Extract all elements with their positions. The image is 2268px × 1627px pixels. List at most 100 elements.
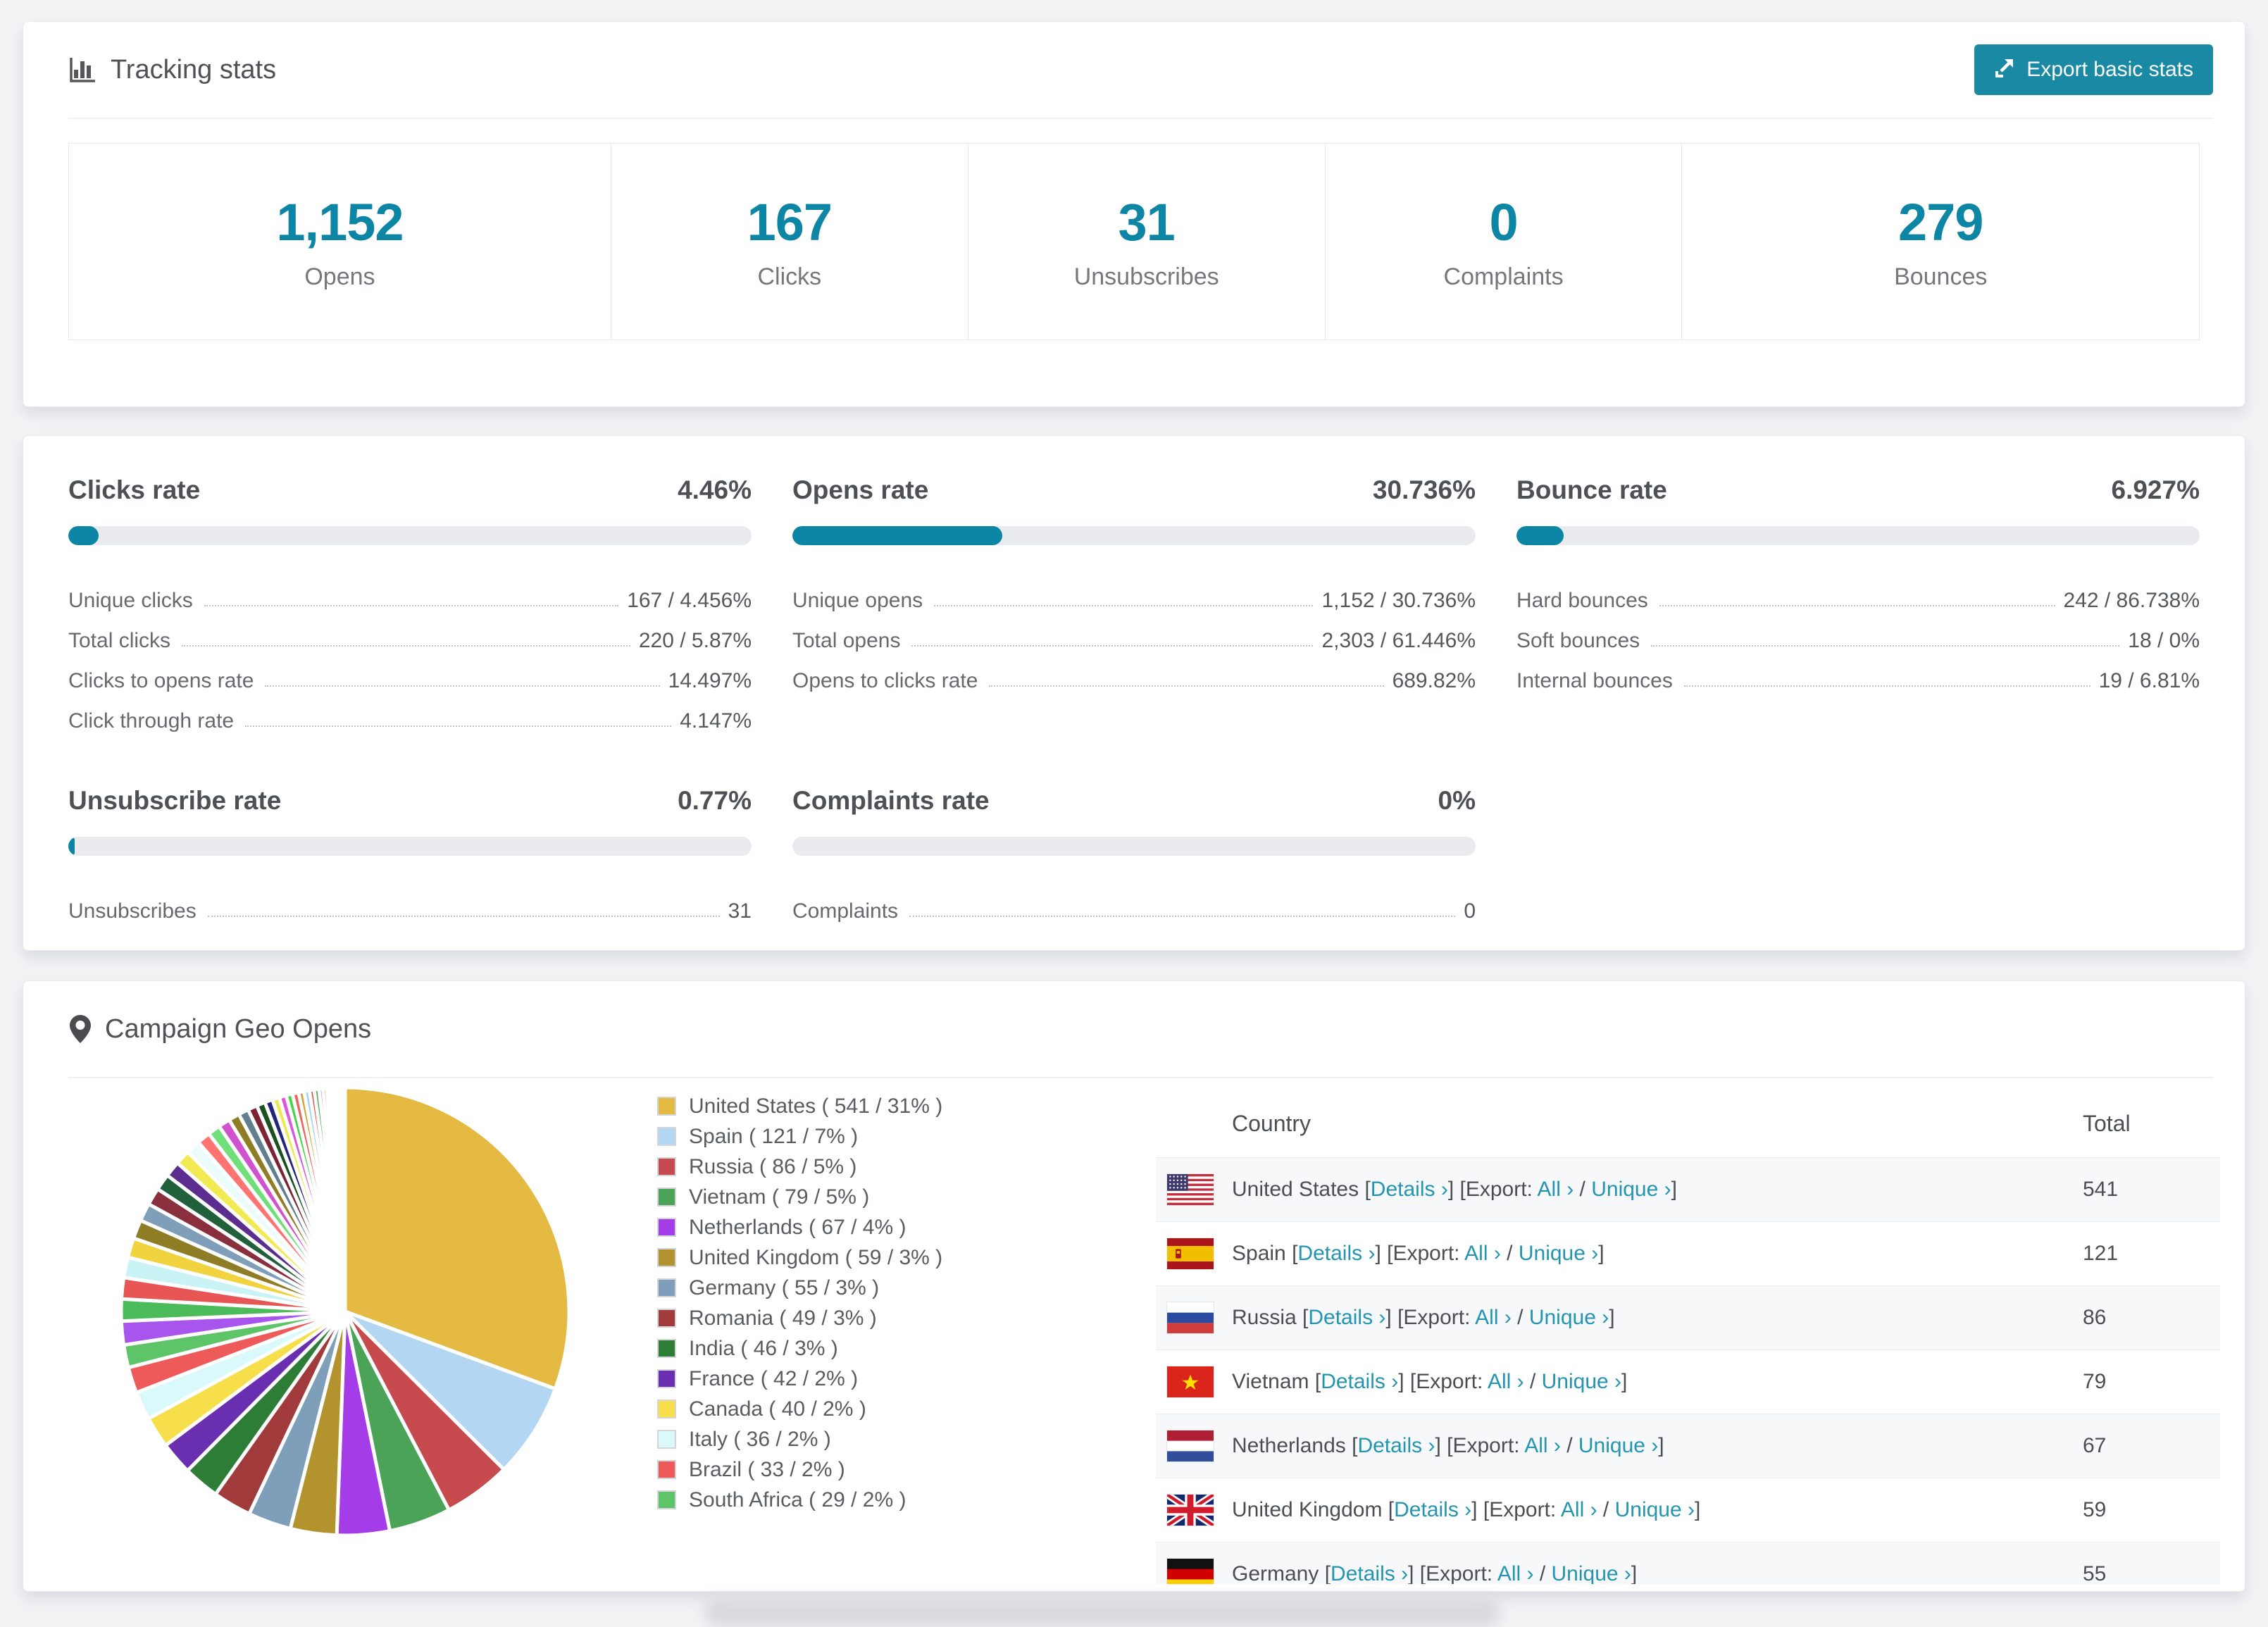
rate-row: Clicks to opens rate 14.497% — [68, 652, 752, 692]
country-name: Spain — [1232, 1242, 1286, 1265]
geo-table-header: Country Total — [1156, 1090, 2220, 1157]
rate-head: Unsubscribe rate 0.77% — [68, 786, 752, 816]
legend-item[interactable]: United States ( 541 / 31% ) — [657, 1091, 942, 1121]
rate-row: Hard bounces 242 / 86.738% — [1516, 572, 2200, 612]
export-all-link[interactable]: All › — [1475, 1306, 1512, 1329]
details-link[interactable]: Details › — [1321, 1370, 1399, 1393]
export-all-link[interactable]: All › — [1497, 1562, 1534, 1584]
legend-item[interactable]: United Kingdom ( 59 / 3% ) — [657, 1242, 942, 1273]
rate-row: Opens to clicks rate 689.82% — [792, 652, 1476, 692]
details-link[interactable]: Details › — [1370, 1178, 1448, 1201]
export-all-link[interactable]: All › — [1524, 1434, 1561, 1457]
country-cell: Spain [Details ›] [Export: All › / Uniqu… — [1232, 1242, 1605, 1265]
dotted-leader — [204, 605, 619, 606]
details-link[interactable]: Details › — [1308, 1306, 1386, 1329]
rate-row-label: Total clicks — [68, 629, 171, 652]
export-basic-stats-button[interactable]: Export basic stats — [1974, 44, 2213, 95]
total-value: 67 — [2083, 1434, 2107, 1457]
legend-color-swatch — [657, 1339, 676, 1358]
export-label: Export: — [1465, 1178, 1538, 1201]
export-all-link[interactable]: All › — [1537, 1178, 1574, 1201]
geo-pie-chart[interactable] — [102, 1068, 588, 1558]
country-cell: Netherlands [Details ›] [Export: All › /… — [1232, 1434, 1664, 1457]
stat-cell-clicks: 167 Clicks — [610, 144, 968, 339]
stat-value: 31 — [1118, 193, 1176, 251]
export-unique-link[interactable]: Unique › — [1528, 1306, 1609, 1329]
rate-row-value: 18 / 0% — [2128, 629, 2200, 652]
rate-progress-bar — [1516, 526, 2200, 545]
legend-item[interactable]: India ( 46 / 3% ) — [657, 1333, 942, 1364]
table-row-vn: Vietnam [Details ›] [Export: All › / Uni… — [1156, 1349, 2220, 1414]
export-all-link[interactable]: All › — [1560, 1498, 1597, 1521]
legend-item[interactable]: Brazil ( 33 / 2% ) — [657, 1454, 942, 1485]
legend-label: Vietnam ( 79 / 5% ) — [689, 1185, 870, 1209]
rate-progress-fill — [792, 526, 1003, 545]
rate-row-label: Opens to clicks rate — [792, 669, 978, 692]
export-all-link[interactable]: All › — [1464, 1242, 1501, 1265]
legend-label: South Africa ( 29 / 2% ) — [689, 1488, 906, 1511]
country-cell: Germany [Details ›] [Export: All › / Uni… — [1232, 1562, 1638, 1584]
dotted-leader — [989, 685, 1384, 687]
details-link[interactable]: Details › — [1357, 1434, 1435, 1457]
export-unique-link[interactable]: Unique › — [1578, 1434, 1659, 1457]
rate-row: Soft bounces 18 / 0% — [1516, 612, 2200, 652]
rate-row-value: 4.147% — [680, 709, 752, 733]
legend-item[interactable]: Italy ( 36 / 2% ) — [657, 1424, 942, 1454]
export-unique-link[interactable]: Unique › — [1541, 1370, 1622, 1393]
table-row-de: Germany [Details ›] [Export: All › / Uni… — [1156, 1542, 2220, 1584]
legend-label: United States ( 541 / 31% ) — [689, 1094, 943, 1118]
stat-label: Unsubscribes — [1073, 263, 1219, 290]
export-unique-link[interactable]: Unique › — [1591, 1178, 1671, 1201]
stat-value: 0 — [1489, 193, 1518, 251]
export-unique-link[interactable]: Unique › — [1518, 1242, 1599, 1265]
legend-item[interactable]: Spain ( 121 / 7% ) — [657, 1121, 942, 1152]
stat-label: Opens — [304, 263, 375, 290]
rate-progress-fill — [68, 526, 99, 545]
rate-title: Opens rate — [792, 475, 929, 504]
rates-card: Clicks rate 4.46% Unique clicks 167 / 4.456… — [23, 435, 2245, 951]
dotted-leader — [265, 685, 660, 687]
legend-item[interactable]: Vietnam ( 79 / 5% ) — [657, 1182, 942, 1212]
rate-section-unsubscribe-rate: Unsubscribe rate 0.77% Unsubscribes 31 — [68, 786, 752, 923]
country-name: Russia — [1232, 1306, 1297, 1329]
rate-row-value: 19 / 6.81% — [2098, 669, 2200, 692]
rate-row: Unsubscribes 31 — [68, 883, 752, 923]
legend-label: Spain ( 121 / 7% ) — [689, 1124, 859, 1148]
geo-pie-legend: United States ( 541 / 31% ) Spain ( 121 /… — [657, 1091, 942, 1515]
rate-head: Complaints rate 0% — [792, 786, 1476, 816]
legend-color-swatch — [657, 1278, 676, 1297]
tracking-stats-title: Tracking stats — [68, 55, 276, 85]
pie-slice-other[interactable] — [342, 1085, 347, 1312]
stat-value: 279 — [1898, 193, 1983, 251]
legend-item[interactable]: Netherlands ( 67 / 4% ) — [657, 1212, 942, 1242]
country-name: United States — [1232, 1178, 1359, 1201]
geo-title-wrap: Campaign Geo Opens — [68, 1014, 371, 1045]
rate-progress-bar — [792, 526, 1476, 545]
export-unique-link[interactable]: Unique › — [1614, 1498, 1695, 1521]
details-link[interactable]: Details › — [1331, 1562, 1409, 1584]
rate-head: Opens rate 30.736% — [792, 475, 1476, 505]
table-row-gb: United Kingdom [Details ›] [Export: All … — [1156, 1478, 2220, 1542]
legend-label: Russia ( 86 / 5% ) — [689, 1154, 857, 1178]
export-unique-link[interactable]: Unique › — [1551, 1562, 1631, 1584]
legend-item[interactable]: Russia ( 86 / 5% ) — [657, 1152, 942, 1182]
legend-item[interactable]: Germany ( 55 / 3% ) — [657, 1273, 942, 1303]
legend-item[interactable]: South Africa ( 29 / 2% ) — [657, 1485, 942, 1515]
pie-slice-spain[interactable] — [344, 1309, 558, 1472]
export-all-link[interactable]: All › — [1487, 1370, 1524, 1393]
stat-label: Clicks — [757, 263, 822, 290]
rate-row: Unique opens 1,152 / 30.736% — [792, 572, 1476, 612]
geo-body: United States ( 541 / 31% ) Spain ( 121 /… — [23, 1078, 2245, 1585]
country-cell: United Kingdom [Details ›] [Export: All … — [1232, 1498, 1701, 1521]
legend-item[interactable]: Canada ( 40 / 2% ) — [657, 1394, 942, 1424]
pie-slice-united-states[interactable] — [343, 1085, 571, 1392]
country-name: Germany — [1232, 1562, 1319, 1584]
details-link[interactable]: Details › — [1297, 1242, 1376, 1265]
rate-rows: Unique opens 1,152 / 30.736% Total opens 2,… — [792, 572, 1476, 692]
export-label: Export: — [1403, 1306, 1476, 1329]
legend-item[interactable]: France ( 42 / 2% ) — [657, 1364, 942, 1394]
details-link[interactable]: Details › — [1394, 1498, 1472, 1521]
rate-row-value: 689.82% — [1392, 669, 1476, 692]
legend-item[interactable]: Romania ( 49 / 3% ) — [657, 1303, 942, 1333]
rate-section-clicks-rate: Clicks rate 4.46% Unique clicks 167 / 4.456… — [68, 475, 752, 733]
